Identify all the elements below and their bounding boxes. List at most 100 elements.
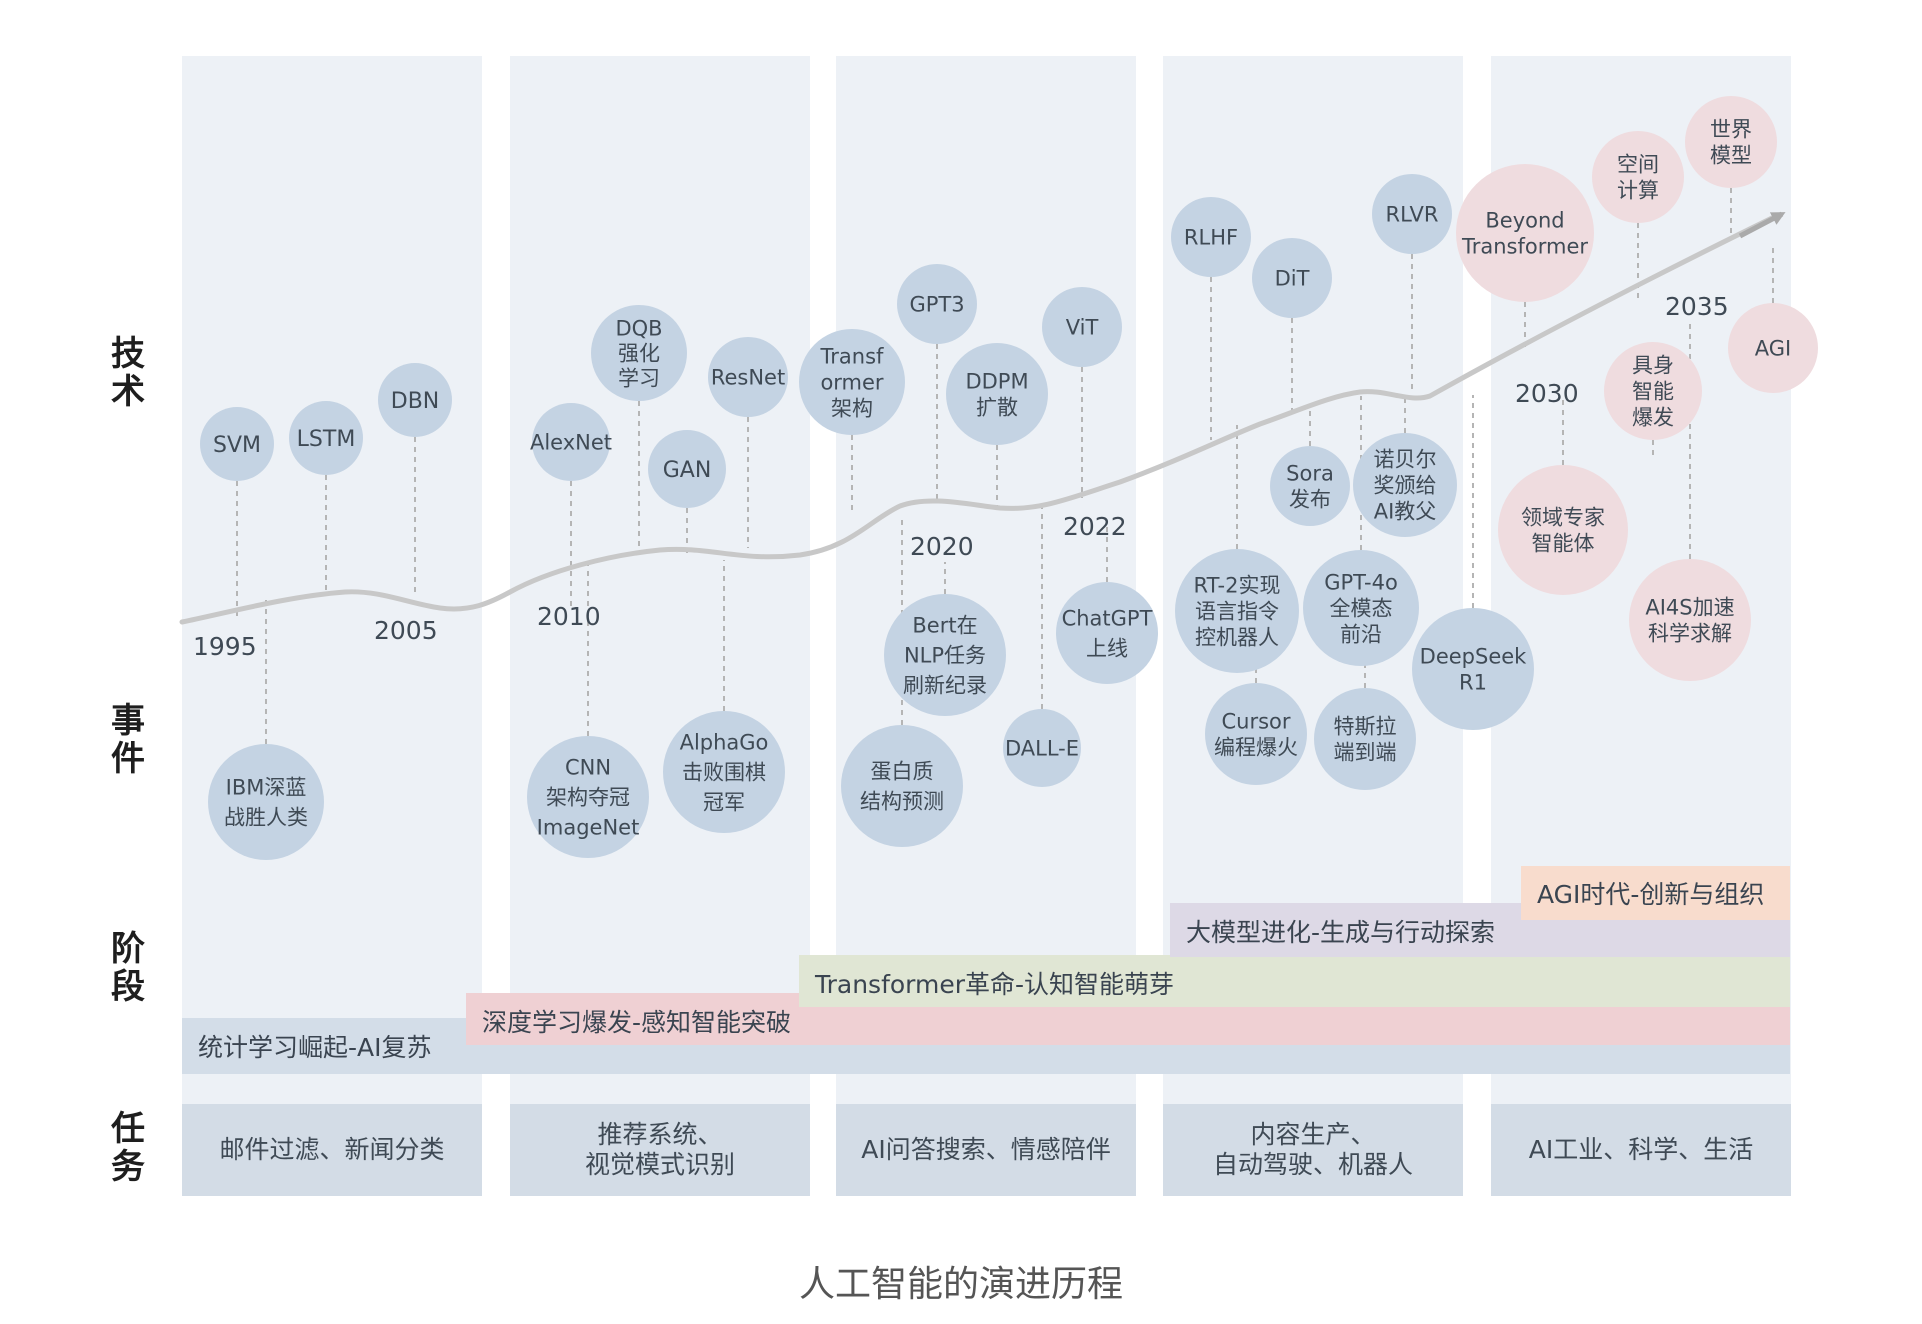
event-node-circle xyxy=(1303,550,1419,666)
tech-node-circle xyxy=(1685,96,1777,188)
tech-node-circle xyxy=(897,264,977,344)
stage-label: 深度学习爆发-感知智能突破 xyxy=(482,1008,792,1037)
stage-band: AGI时代-创新与组织 xyxy=(1521,866,1790,920)
tech-node-transformer: Transf ormer 架构 xyxy=(799,329,905,435)
stage-label: 统计学习崛起-AI复苏 xyxy=(198,1033,432,1062)
event-node-label: DeepSeek R1 xyxy=(1420,645,1528,695)
tech-node-label: RLHF xyxy=(1184,226,1238,250)
tech-node-label: 世界模型 xyxy=(1710,118,1752,168)
tech-node-label: DiT xyxy=(1275,267,1310,291)
tech-node-dqb: DQB 强化学习 xyxy=(591,305,687,401)
tech-node-circle xyxy=(1592,131,1684,223)
task-box: AI问答搜索、情感陪伴 xyxy=(836,1104,1136,1196)
event-node-circle xyxy=(1205,683,1307,785)
tech-node-circle xyxy=(1252,238,1332,318)
tech-node-label: SVM xyxy=(213,433,261,458)
tech-node-circle xyxy=(1456,164,1594,302)
tech-node-vit: ViT xyxy=(1042,287,1122,367)
task-box: 内容生产、 自动驾驶、机器人 xyxy=(1163,1104,1463,1196)
event-node-circle xyxy=(884,594,1006,716)
tech-node-label: AlexNet xyxy=(530,431,612,455)
tech-node-alexnet: AlexNet xyxy=(530,403,612,481)
tech-node-rlvr: RLVR xyxy=(1372,174,1452,254)
stage-label: AGI时代-创新与组织 xyxy=(1537,880,1765,909)
tech-node-label: 具身智能爆发 xyxy=(1632,354,1674,430)
event-node-label: AI4S加速科学求解 xyxy=(1645,596,1734,646)
era-column xyxy=(182,56,482,1196)
tech-node-circle xyxy=(1372,174,1452,254)
event-node-label: GPT-4o 全模态前沿 xyxy=(1324,571,1398,647)
stage-band: Transformer革命-认知智能萌芽 xyxy=(799,955,1790,1007)
tech-node-circle xyxy=(799,329,905,435)
tech-node-label: AGI xyxy=(1755,337,1791,361)
year-label: 2022 xyxy=(1063,512,1127,541)
event-node-circle xyxy=(1412,608,1534,730)
nodes: SVM LSTM DBN AlexNet DQB 强化学习 GAN ResNet Transf o… xyxy=(200,96,1818,860)
tech-node-circle xyxy=(591,305,687,401)
diagram-caption: 人工智能的演进历程 xyxy=(798,1264,1123,1305)
tech-node-circle xyxy=(946,343,1048,445)
task-box: 推荐系统、 视觉模式识别 xyxy=(510,1104,810,1196)
tech-node-circle xyxy=(1042,287,1122,367)
event-node-alphago: AlphaGo 击败围棋冠军 xyxy=(663,711,785,833)
tech-node-circle xyxy=(1604,342,1702,440)
stage-label: Transformer革命-认知智能萌芽 xyxy=(815,970,1175,999)
event-node-circle xyxy=(841,725,963,847)
event-node-cursor: Cursor 编程爆火 xyxy=(1205,683,1307,785)
task-box: AI工业、科学、生活 xyxy=(1491,1104,1791,1196)
lane-label-event: 事 件 xyxy=(111,701,145,779)
lane-label-task: 任 务 xyxy=(111,1109,145,1187)
tech-node-world: 世界模型 xyxy=(1685,96,1777,188)
tech-node-svm: SVM xyxy=(200,407,274,481)
event-node-circle xyxy=(208,744,324,860)
tech-node-label: RLVR xyxy=(1386,203,1439,227)
tech-node-circle xyxy=(1171,197,1251,277)
event-node-circle xyxy=(1003,709,1081,787)
event-node-gpt4o: GPT-4o 全模态前沿 xyxy=(1303,550,1419,666)
event-node-ibm: IBM深蓝战胜人类 xyxy=(208,744,324,860)
event-node-label: Sora 发布 xyxy=(1286,462,1334,512)
event-node-label: AlphaGo 击败围棋冠军 xyxy=(680,731,769,815)
tech-node-label: Beyond Transformer xyxy=(1461,209,1588,259)
event-node-circle xyxy=(1270,446,1350,526)
event-node-label: 领域专家智能体 xyxy=(1521,506,1605,556)
tech-node-label: LSTM xyxy=(297,427,356,452)
tech-node-circle xyxy=(200,407,274,481)
tech-node-label: GAN xyxy=(663,458,712,483)
event-node-bert: Bert在 NLP任务刷新纪录 xyxy=(884,594,1006,716)
event-node-label: IBM深蓝战胜人类 xyxy=(224,776,308,830)
event-node-circle xyxy=(1056,582,1158,684)
tech-node-embodied: 具身智能爆发 xyxy=(1604,342,1702,440)
event-node-circle xyxy=(663,711,785,833)
tech-node-label: ResNet xyxy=(711,366,785,390)
tech-node-label: DDPM 扩散 xyxy=(965,370,1028,420)
stage-label: 大模型进化-生成与行动探索 xyxy=(1186,918,1496,947)
tech-node-circle xyxy=(1728,303,1818,393)
tech-node-circle xyxy=(378,363,452,437)
tech-node-circle xyxy=(532,403,610,481)
event-node-circle xyxy=(527,736,649,858)
tech-node-label: GPT3 xyxy=(909,293,964,317)
event-node-sora: Sora 发布 xyxy=(1270,446,1350,526)
event-node-label: DALL-E xyxy=(1005,737,1079,761)
tech-node-lstm: LSTM xyxy=(289,401,363,475)
event-node-ai4s: AI4S加速科学求解 xyxy=(1629,559,1751,681)
year-label: 2020 xyxy=(910,532,974,561)
year-labels: 1995 2005 2010 2020 2022 2030 2035 xyxy=(193,292,1729,661)
event-node-protein: 蛋白质结构预测 xyxy=(841,725,963,847)
tech-node-beyond: Beyond Transformer xyxy=(1456,164,1594,302)
arrow-tip xyxy=(1738,211,1786,239)
year-label: 2010 xyxy=(537,602,601,631)
event-node-label: 蛋白质结构预测 xyxy=(860,760,944,814)
year-label: 2005 xyxy=(374,616,438,645)
lane-label-tech: 技 术 xyxy=(111,334,145,412)
event-node-circle xyxy=(1175,549,1299,673)
event-node-circle xyxy=(1498,465,1628,595)
tech-node-circle xyxy=(648,430,726,508)
tech-node-gan: GAN xyxy=(648,430,726,508)
tech-node-dit: DiT xyxy=(1252,238,1332,318)
event-node-circle xyxy=(1629,559,1751,681)
tech-node-dbn: DBN xyxy=(378,363,452,437)
event-node-label: Cursor 编程爆火 xyxy=(1214,710,1298,760)
